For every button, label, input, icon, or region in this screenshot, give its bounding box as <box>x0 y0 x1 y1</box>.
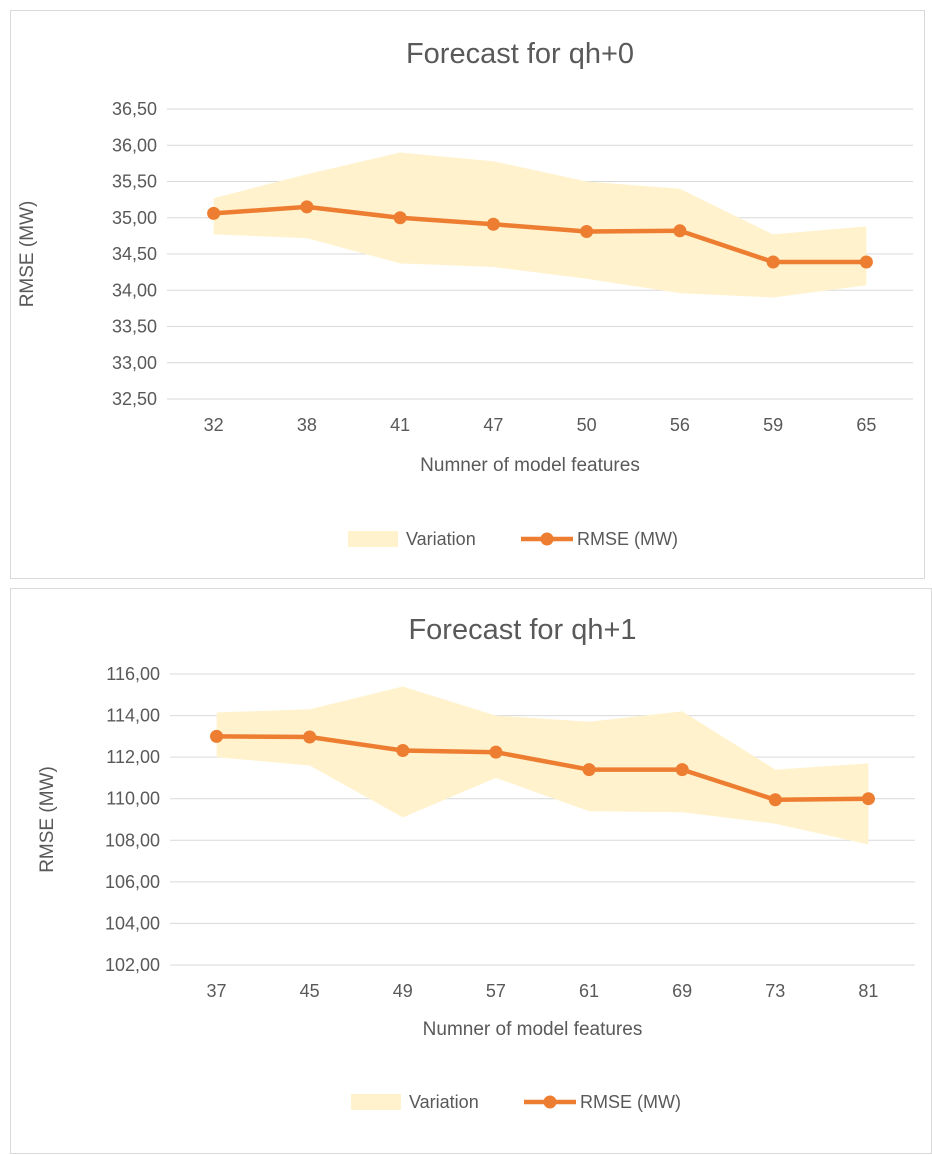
chart-0-x-tick-label: 38 <box>297 415 317 435</box>
chart-0-y-tick-label: 36,50 <box>112 99 157 119</box>
chart-0-legend-variation-label: Variation <box>406 529 476 549</box>
chart-0-x-tick-label: 32 <box>204 415 224 435</box>
chart-qh0-svg: Forecast for qh+0 32,50 33,00 33,50 34,00 34,… <box>17 38 913 549</box>
chart-0-title: Forecast for qh+0 <box>406 38 634 70</box>
chart-qh0: Forecast for qh+0 32,50 33,00 33,50 34,00 34,… <box>10 10 925 579</box>
chart-0-y-axis-label: RMSE (MW) <box>17 201 38 308</box>
chart-0-y-tick-label: 35,00 <box>112 208 157 228</box>
chart-1-y-tick-label: 106,00 <box>105 872 160 892</box>
chart-1-y-axis-label: RMSE (MW) <box>37 766 58 873</box>
chart-1-y-tick-label: 110,00 <box>106 789 160 809</box>
chart-1-title: Forecast for qh+1 <box>408 614 636 646</box>
chart-0-rmse-point <box>393 211 407 225</box>
chart-1-x-tick-label: 49 <box>393 981 413 1001</box>
chart-0-y-tick-label: 35,50 <box>112 172 157 192</box>
chart-0-rmse-line <box>213 204 867 265</box>
chart-1-rmse-point <box>489 745 503 759</box>
chart-qh1: Forecast for qh+1 102,00 104,00 106,00 108,0… <box>10 588 932 1154</box>
chart-0-rmse-point <box>859 255 873 269</box>
chart-0-y-tick-label: 33,50 <box>112 317 157 337</box>
chart-0-x-tick-label: 59 <box>763 415 783 435</box>
chart-0-y-tick-label: 36,00 <box>112 135 157 155</box>
chart-1-rmse-point <box>675 763 689 777</box>
chart-0-x-tick-label: 65 <box>856 415 876 435</box>
chart-0-x-tick-label: 56 <box>670 415 690 435</box>
chart-1-rmse-point <box>582 763 596 777</box>
chart-0-x-axis-label: Numner of model features <box>420 455 640 476</box>
chart-1-x-tick-label: 45 <box>300 981 320 1001</box>
chart-0-rmse-point <box>300 200 314 214</box>
chart-1-x-tick-label: 73 <box>765 981 785 1001</box>
chart-1-rmse-point <box>396 743 410 757</box>
chart-1-x-tick-label: 81 <box>858 981 878 1001</box>
chart-qh1-svg: Forecast for qh+1 102,00 104,00 106,00 108,0… <box>37 614 915 1112</box>
chart-0-y-tick-label: 34,50 <box>112 244 157 264</box>
chart-1-rmse-point <box>210 729 224 743</box>
chart-1-x-tick-label: 37 <box>207 981 227 1001</box>
chart-0-rmse-point <box>580 225 594 239</box>
chart-1-legend-rmse-marker <box>543 1095 557 1109</box>
chart-1-legend-variation-label: Variation <box>409 1092 479 1112</box>
chart-0-variation-band <box>213 152 867 298</box>
chart-1-y-tick-label: 112,00 <box>106 747 160 767</box>
chart-1-variation-band <box>216 686 869 845</box>
chart-1-rmse-point <box>861 792 875 806</box>
chart-1-y-tick-label: 116,00 <box>106 664 160 684</box>
chart-0-legend-rmse-marker <box>540 532 554 546</box>
chart-0-legend-variation-swatch <box>348 531 398 547</box>
chart-0-rmse-point <box>207 206 221 220</box>
chart-0-legend-rmse-label: RMSE (MW) <box>577 529 678 549</box>
chart-1-y-tick-label: 114,00 <box>106 706 160 726</box>
chart-1-x-tick-label: 61 <box>579 981 599 1001</box>
chart-1-x-axis-label: Numner of model features <box>423 1019 643 1040</box>
chart-0-rmse-point <box>486 217 500 231</box>
chart-0-x-tick-label: 50 <box>577 415 597 435</box>
chart-0-y-tick-label: 34,00 <box>112 280 157 300</box>
chart-1-legend-rmse-label: RMSE (MW) <box>580 1092 681 1112</box>
chart-1-rmse-point <box>303 730 317 744</box>
chart-0-x-tick-label: 47 <box>483 415 503 435</box>
chart-0-y-tick-label: 33,00 <box>112 353 157 373</box>
chart-1-rmse-point <box>768 793 782 807</box>
chart-1-x-tick-label: 69 <box>672 981 692 1001</box>
chart-1-y-tick-label: 104,00 <box>105 913 160 933</box>
chart-1-legend-variation-swatch <box>351 1094 401 1110</box>
chart-1-y-tick-label: 108,00 <box>105 830 160 850</box>
chart-0-y-tick-label: 32,50 <box>112 389 157 409</box>
chart-0-rmse-point <box>766 255 780 269</box>
chart-1-x-tick-label: 57 <box>486 981 506 1001</box>
chart-1-rmse-line <box>216 734 869 803</box>
chart-0-x-tick-label: 41 <box>390 415 410 435</box>
chart-1-y-tick-label: 102,00 <box>105 955 160 975</box>
chart-0-rmse-point <box>673 224 687 238</box>
